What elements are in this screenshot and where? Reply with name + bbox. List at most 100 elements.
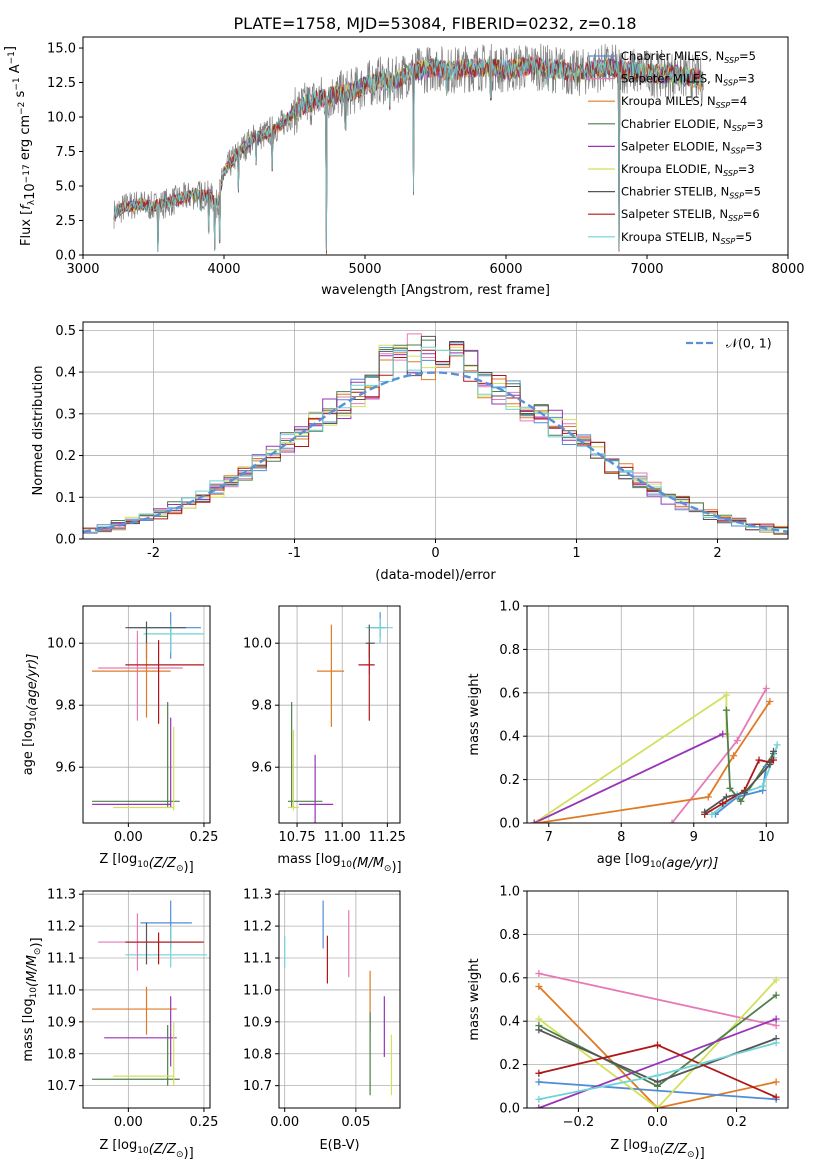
legend-entry-sub: SSP — [723, 169, 738, 178]
y-axis-label: Flux [fλ10−17 erg cm−2 s−1 A−1] — [3, 46, 38, 246]
x-tick-label: 0.25 — [189, 830, 218, 845]
y-tick-label: 1.0 — [499, 600, 520, 615]
plot-area — [113, 43, 704, 255]
histogram-step — [83, 346, 788, 539]
label-part: (Z/Z — [149, 1142, 177, 1157]
label-part: mass [log — [277, 852, 340, 867]
legend-entry-count: =3 — [738, 162, 755, 176]
legend-entry-sub: SSP — [732, 124, 747, 133]
x-tick-label: 8000 — [771, 262, 804, 277]
series-line — [538, 1081, 777, 1101]
legend-entry-name: Salpeter MILES, N — [621, 72, 723, 86]
label-part: )] — [184, 860, 194, 875]
x-tick-label: 8 — [617, 830, 625, 845]
label-part: age [log — [597, 852, 650, 867]
label-part: −17 — [22, 164, 32, 183]
label-part: 10 — [341, 860, 353, 870]
label-part: −1 — [12, 77, 22, 90]
y-axis-label: mass weight — [467, 673, 482, 755]
y-axis-label: mass [log10(M/M⊙)] — [21, 937, 44, 1061]
x-tick-label: 1 — [572, 546, 580, 561]
legend-entry: 𝒩(0, 1) — [726, 336, 772, 351]
y-tick-label: 9.6 — [251, 761, 272, 776]
label-part: λ — [27, 199, 37, 205]
label-part: 10 — [29, 987, 39, 999]
y-tick-label: 0.5 — [55, 324, 76, 339]
label-part: ⊙ — [384, 864, 392, 874]
label-part: ⊙ — [176, 1150, 184, 1160]
legend-entry-name: Chabrier MILES, N — [621, 49, 724, 63]
label-part: Z [log — [99, 1138, 137, 1153]
legend-entry-name: Kroupa MILES, N — [621, 94, 716, 108]
x-tick-label: 10 — [758, 830, 775, 845]
label-part: Z [log — [99, 852, 137, 867]
panel-mass-vs-EBV: 0.00 0.05 10.7 10.8 10.9 11.0 11.1 11.2 11.3 E(B-… — [243, 888, 401, 1153]
y-tick-label: 10.0 — [243, 637, 272, 652]
y-tick-label: 10.0 — [47, 637, 76, 652]
axes-border — [82, 890, 211, 1109]
label-part: (M/M — [352, 856, 384, 871]
x-tick-label: 4000 — [207, 262, 240, 277]
figure-title: PLATE=1758, MJD=53084, FIBERID=0232, z=0… — [233, 14, 636, 33]
legend-entry-count: =3 — [745, 139, 762, 153]
label-part: ⊙ — [33, 948, 43, 956]
y-tick-label: 0.4 — [55, 366, 76, 381]
y-tick-label: 0.2 — [499, 773, 520, 788]
legend-entry-name: Kroupa ELODIE, N — [621, 162, 723, 176]
plot-area — [535, 969, 780, 1108]
label-part: 10 — [137, 860, 149, 870]
plot-area — [92, 612, 204, 811]
y-tick-label: 10.8 — [47, 1047, 76, 1062]
x-axis-label: Z [log10(Z/Z⊙)] — [99, 852, 193, 875]
y-tick-label: 11.2 — [243, 920, 272, 935]
x-axis-label: E(B-V) — [319, 1138, 359, 1153]
legend-entry-sub: SSP — [721, 237, 736, 246]
label-part: 10 — [23, 183, 38, 200]
x-tick-label: 11.00 — [324, 830, 361, 845]
legend-entry: Kroupa ELODIE, NSSP=3 — [621, 162, 755, 178]
legend-entry-count: =3 — [738, 72, 755, 86]
label-part: ⊙ — [176, 864, 184, 874]
series-line — [538, 1018, 777, 1108]
label-part: 10 — [137, 1146, 149, 1156]
x-tick-label: 0.05 — [341, 1115, 370, 1130]
legend: Chabrier MILES, N SSP =5 Salpeter MILES, N S… — [588, 49, 763, 246]
y-tick-label: 9.8 — [55, 699, 76, 714]
label-part: −2 — [17, 102, 27, 115]
legend-entry-count: =5 — [739, 49, 756, 63]
label-part: )] — [391, 860, 401, 875]
x-tick-label: 0 — [431, 546, 439, 561]
panel-age-vs-Z: 0.00 0.259.69.810.0Z [log10(Z/Z⊙)]age [lo… — [21, 605, 218, 875]
y-tick-label: 0.1 — [55, 491, 76, 506]
legend-entry-sub: SSP — [729, 192, 744, 201]
series-line — [538, 985, 777, 1108]
label-part: (age/yr)] — [661, 856, 718, 871]
label-part: (age/yr)] — [25, 654, 40, 711]
y-tick-label: 11.0 — [47, 983, 76, 998]
label-part: 10 — [29, 710, 39, 722]
x-tick-label: 11.25 — [369, 830, 406, 845]
legend-entry-count: =6 — [743, 207, 760, 221]
label-part: erg cm — [18, 115, 33, 164]
x-axis-label: mass [log10(M/M⊙)] — [277, 852, 401, 875]
panels: 3000 4000 5000 6000 7000 80000.02.55.07.510.0… — [3, 36, 805, 1161]
y-tick-label: 11.3 — [47, 888, 76, 903]
label-part: )] — [29, 937, 44, 947]
y-tick-label: 11.3 — [243, 888, 272, 903]
y-tick-label: 0.4 — [499, 730, 520, 745]
axes-frame: 0.00 0.05 10.7 10.8 10.9 11.0 11.1 11.2 11.3 E(B-… — [243, 888, 401, 1153]
model-spectrum-line — [113, 57, 704, 252]
y-tick-label: 9.6 — [55, 761, 76, 776]
x-axis-label: wavelength [Angstrom, rest frame] — [321, 283, 550, 298]
legend-entry-name: Chabrier STELIB, N — [621, 185, 729, 199]
panel-mass-vs-Z: 0.00 0.25 10.7 10.8 10.9 11.0 11.1 11.2 11.3 Z [l… — [21, 888, 218, 1161]
legend-entry-count: =4 — [730, 94, 747, 108]
plot-area — [284, 900, 393, 1096]
x-tick-label: 2 — [713, 546, 721, 561]
legend-entry-count: =3 — [747, 117, 764, 131]
x-tick-label: 5000 — [348, 262, 381, 277]
series-line — [714, 766, 768, 816]
label-part: mass [log — [21, 998, 36, 1061]
x-tick-label: 0.25 — [189, 1115, 218, 1130]
plot-area — [83, 333, 788, 539]
